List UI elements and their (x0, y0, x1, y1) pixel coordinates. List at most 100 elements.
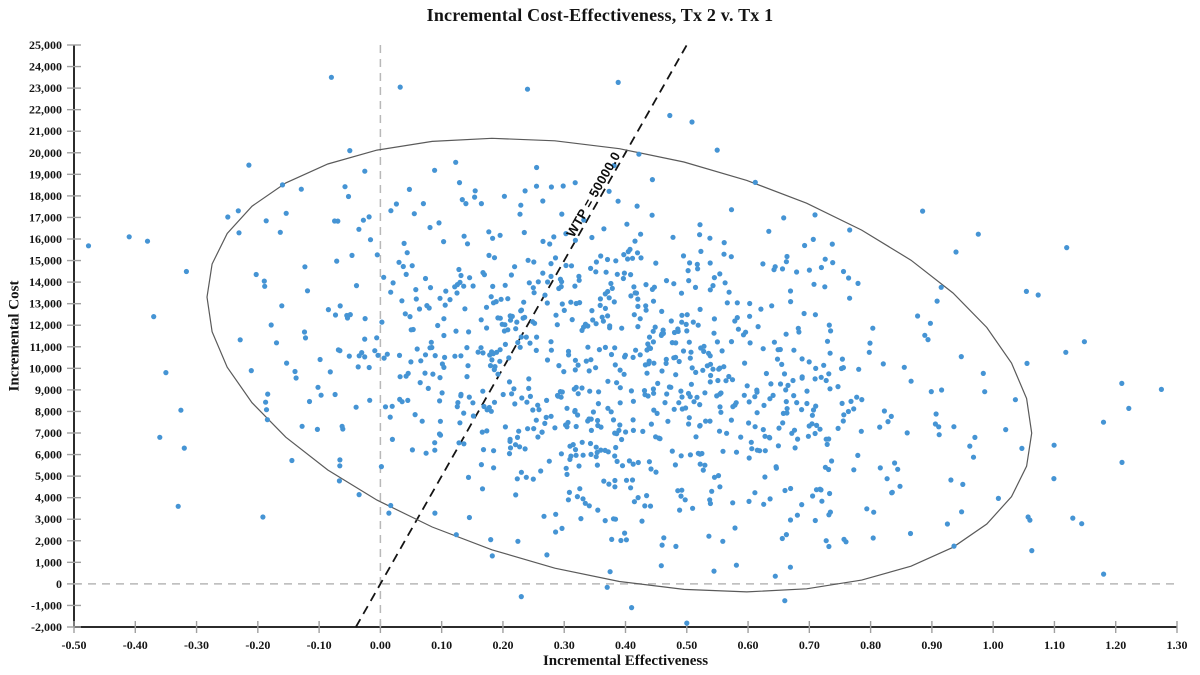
scatter-point (565, 348, 572, 354)
scatter-point (895, 466, 901, 472)
scatter-point (617, 367, 623, 373)
scatter-point (728, 339, 735, 345)
scatter-point (673, 543, 679, 550)
scatter-point (690, 505, 696, 511)
scatter-point (732, 525, 738, 531)
scatter-point (724, 300, 730, 306)
scatter-point (970, 454, 977, 460)
scatter-point (530, 285, 536, 291)
scatter-point (400, 263, 406, 270)
scatter-point (635, 495, 641, 501)
scatter-point (714, 147, 720, 153)
scatter-point (417, 380, 423, 386)
scatter-point (432, 353, 438, 359)
scatter-point (489, 357, 495, 363)
scatter-point (755, 324, 761, 330)
scatter-point (617, 385, 623, 391)
scatter-point (292, 368, 298, 375)
scatter-point (559, 525, 565, 532)
scatter-point (658, 563, 664, 569)
scatter-point (640, 428, 646, 434)
scatter-point (626, 458, 633, 464)
scatter-point (840, 418, 846, 424)
scatter-point (586, 368, 592, 374)
scatter-point (855, 280, 861, 286)
scatter-point (934, 298, 940, 304)
scatter-point (772, 264, 778, 270)
scatter-point (593, 269, 599, 275)
x-tick-label: 0.60 (738, 638, 759, 652)
scatter-point (804, 388, 810, 394)
scatter-point (810, 407, 817, 413)
scatter-point (518, 308, 524, 314)
scatter-point (517, 444, 523, 450)
scatter-point (609, 536, 615, 543)
scatter-point (802, 242, 808, 249)
scatter-point (456, 180, 463, 186)
y-tick-label: 2,000 (35, 534, 62, 548)
scatter-point (794, 269, 800, 275)
scatter-point (659, 368, 665, 374)
scatter-point (693, 434, 699, 440)
scatter-point (799, 502, 805, 508)
scatter-point (649, 212, 655, 218)
scatter-point (707, 235, 713, 241)
scatter-point (648, 466, 654, 472)
scatter-point (293, 375, 299, 381)
scatter-point (794, 400, 800, 406)
y-tick-label: 20,000 (29, 146, 62, 160)
scatter-point (530, 476, 536, 482)
scatter-point (461, 233, 467, 239)
scatter-point (405, 397, 411, 403)
scatter-point (461, 410, 467, 416)
scatter-point (484, 428, 490, 434)
scatter-point (559, 301, 565, 307)
scatter-point (423, 450, 429, 456)
scatter-point (747, 300, 753, 307)
scatter-point (374, 335, 380, 341)
scatter-point (826, 543, 832, 550)
x-tick-label: 0.10 (431, 638, 452, 652)
scatter-point (382, 404, 389, 410)
scatter-point (660, 330, 667, 336)
scatter-point (671, 281, 677, 287)
scatter-point (688, 381, 695, 387)
scatter-point (337, 457, 343, 463)
scatter-point (716, 366, 722, 372)
scatter-point (814, 422, 820, 428)
scatter-point (362, 354, 368, 360)
scatter-point (572, 180, 578, 186)
scatter-point (646, 358, 652, 364)
scatter-point (302, 264, 308, 270)
scatter-point (828, 328, 834, 334)
scatter-point (683, 405, 689, 411)
scatter-point (760, 427, 766, 433)
scatter-point (301, 329, 308, 335)
scatter-point (513, 492, 519, 498)
scatter-point (867, 340, 873, 346)
scatter-point (652, 324, 658, 330)
scatter-point (491, 465, 497, 471)
scatter-point (671, 406, 677, 412)
x-tick-label: 1.00 (983, 638, 1004, 652)
scatter-point (262, 283, 268, 289)
scatter-point (502, 282, 508, 288)
scatter-point (635, 303, 641, 309)
scatter-point (663, 356, 669, 362)
scatter-point (822, 256, 828, 262)
scatter-point (982, 389, 988, 395)
scatter-point (611, 299, 617, 305)
scatter-point (707, 260, 713, 266)
scatter-point (525, 426, 531, 432)
scatter-point (416, 306, 423, 312)
scatter-point (577, 486, 583, 492)
scatter-point (372, 348, 378, 354)
scatter-point (573, 423, 579, 430)
scatter-point (427, 224, 433, 231)
x-tick-label: 0.20 (492, 638, 513, 652)
scatter-point (498, 296, 504, 302)
scatter-point (779, 535, 785, 542)
scatter-point (367, 237, 374, 243)
scatter-point (606, 295, 612, 301)
scatter-point (614, 431, 620, 437)
